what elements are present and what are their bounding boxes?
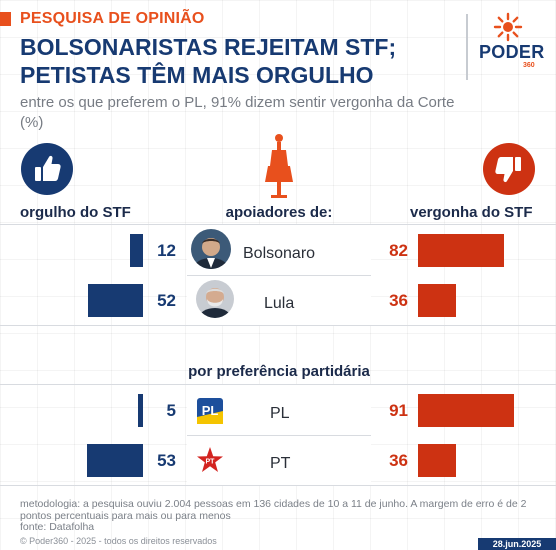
section1-row-separator: [187, 275, 371, 276]
thumbs-up-icon: [21, 143, 73, 195]
value-vergonha-pl: 91: [389, 401, 408, 420]
bar-vergonha-pl: [418, 394, 514, 427]
thumbs-down-icon: [483, 143, 535, 195]
bar-orgulho-pl: [137, 394, 143, 427]
copyright-note: © Poder360 - 2025 - todos os direitos re…: [20, 536, 217, 546]
title-line-1: BOLSONARISTAS REJEITAM STF;: [20, 34, 397, 60]
lula-avatar: [196, 280, 234, 318]
section2-bottom-divider: [0, 485, 556, 486]
value-vergonha-lula: 36: [389, 291, 408, 310]
source-note: fonte: Datafolha: [20, 521, 95, 533]
right-column-label: vergonha do STF: [410, 204, 533, 221]
date-badge: 28.jun.2025: [478, 538, 556, 550]
justice-statue-icon: [265, 134, 293, 198]
section2-label: por preferência partidária: [188, 363, 370, 380]
value-orgulho-lula: 52: [157, 291, 176, 310]
value-orgulho-pl: 5: [166, 401, 176, 420]
logo-word: PODER: [479, 42, 545, 62]
row-name-bolsonaro: Bolsonaro: [243, 245, 316, 262]
logo-separator: [466, 14, 468, 80]
chart-title: BOLSONARISTAS REJEITAM STF; PETISTAS TÊM…: [20, 33, 450, 89]
bar-orgulho-pt: [87, 444, 143, 477]
section2-row-separator: [187, 435, 371, 436]
value-orgulho-pt: 53: [157, 451, 176, 470]
pt-star-icon: PT: [197, 447, 223, 472]
pl-logo-icon: PL: [197, 398, 223, 424]
row-name-pt: PT: [270, 455, 291, 472]
logo-number: 360: [523, 62, 535, 69]
bar-orgulho-lula: [88, 284, 143, 317]
section1-top-divider: [0, 224, 556, 225]
kicker-accent-bar: [0, 12, 11, 26]
svg-text:PL: PL: [202, 403, 219, 418]
bar-orgulho-bolsonaro: [130, 234, 143, 267]
value-vergonha-bolsonaro: 82: [389, 241, 408, 260]
section2-top-divider: [0, 384, 556, 385]
value-orgulho-bolsonaro: 12: [157, 241, 176, 260]
poder360-sun-icon: [493, 12, 523, 42]
svg-text:PT: PT: [206, 459, 216, 466]
row-name-pl: PL: [270, 405, 290, 422]
bar-vergonha-pt: [418, 444, 456, 477]
left-column-label: orgulho do STF: [20, 204, 131, 221]
chart-subtitle: entre os que preferem o PL, 91% dizem se…: [20, 94, 455, 131]
kicker: PESQUISA DE OPINIÃO: [20, 10, 205, 27]
section1-bottom-divider: [0, 325, 556, 326]
value-vergonha-pt: 36: [389, 451, 408, 470]
row-name-lula: Lula: [264, 295, 295, 312]
bolsonaro-avatar: [191, 229, 231, 269]
methodology-note: metodologia: a pesquisa ouviu 2.004 pess…: [20, 498, 527, 522]
bar-vergonha-lula: [418, 284, 456, 317]
title-line-2: PETISTAS TÊM MAIS ORGULHO: [20, 62, 374, 88]
bar-vergonha-bolsonaro: [418, 234, 505, 267]
center-column-label: apoiadores de:: [225, 204, 333, 221]
